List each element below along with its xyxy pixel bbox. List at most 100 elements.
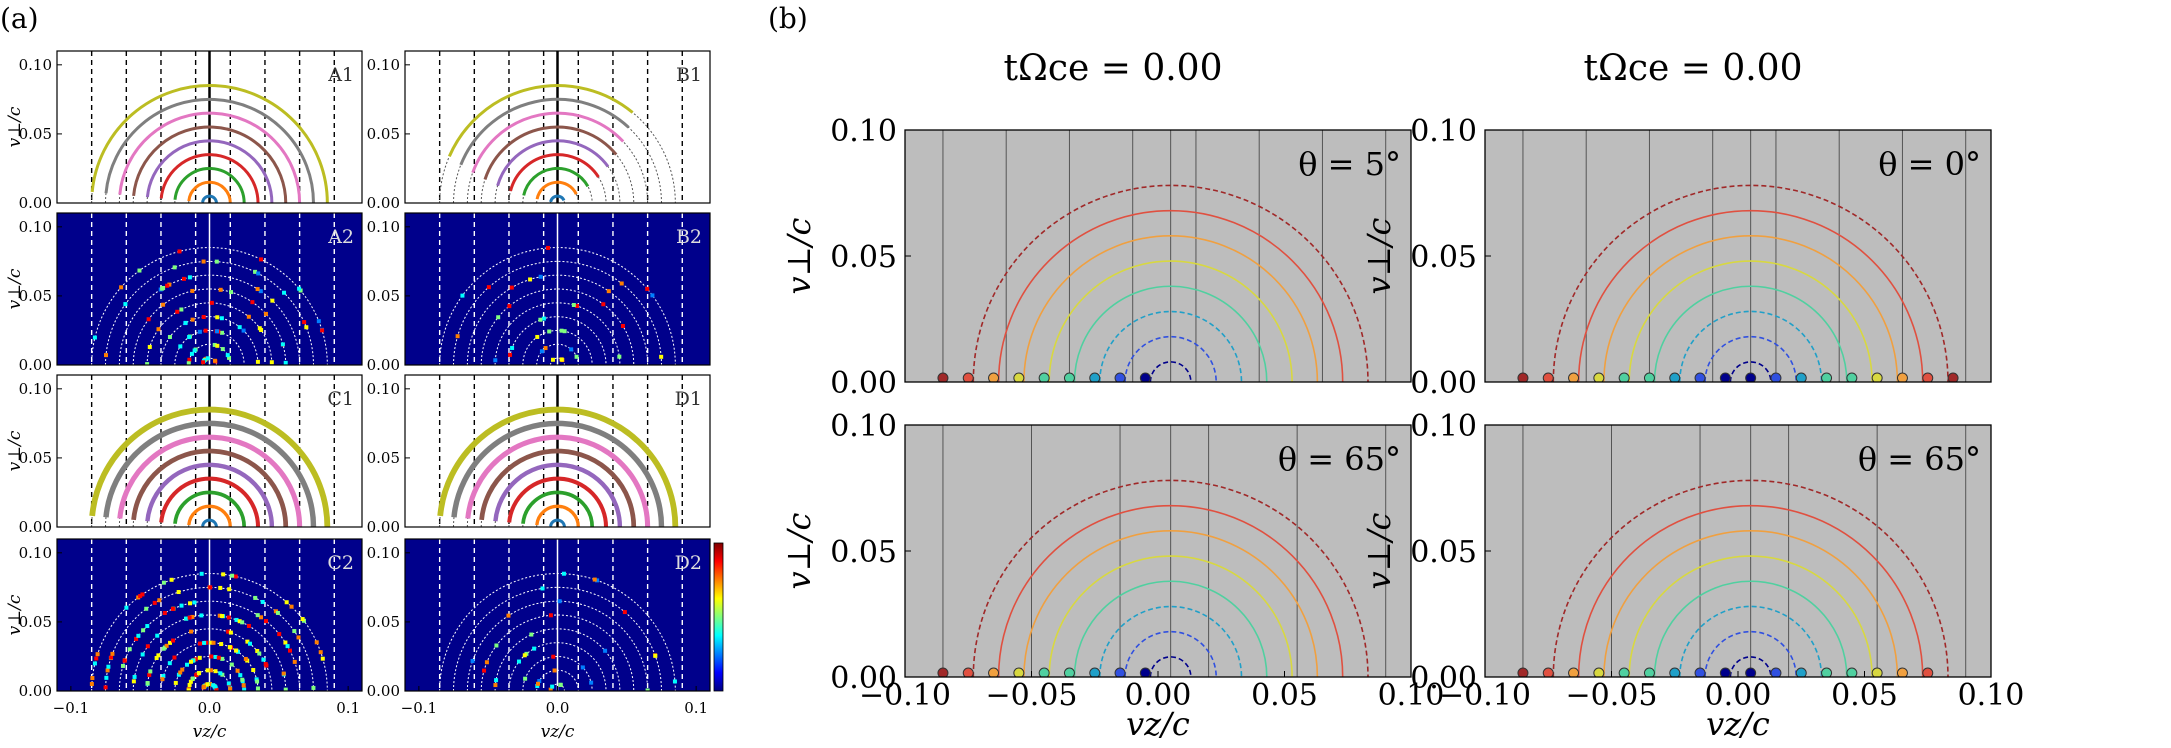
heat-point xyxy=(209,300,214,305)
heat-point xyxy=(536,681,541,686)
velocity-ring xyxy=(1124,630,1217,677)
heat-point xyxy=(283,687,288,691)
particle-dot xyxy=(1114,372,1126,382)
heat-point xyxy=(187,682,192,687)
x-tick-label: 0.05 xyxy=(1831,678,1898,713)
x-tick-label: −0.1 xyxy=(53,699,89,717)
heat-point xyxy=(167,334,172,339)
particle-dot xyxy=(1896,667,1908,677)
heat-point xyxy=(546,245,551,250)
data-ring xyxy=(522,166,590,196)
panel-id-label: D2 xyxy=(675,552,702,574)
panel-id-label: C2 xyxy=(327,552,354,574)
heat-point xyxy=(243,656,248,661)
heat-point xyxy=(189,629,194,634)
x-tick-label: 0.05 xyxy=(1251,678,1318,713)
plot-area xyxy=(90,51,335,203)
y-tick-label: 0.05 xyxy=(19,449,52,467)
heat-point xyxy=(147,672,152,677)
heat-point xyxy=(255,648,260,653)
heat-point xyxy=(218,585,223,590)
heat-point xyxy=(672,679,677,684)
particle-dot xyxy=(1517,372,1529,382)
y-tick-label: 0.10 xyxy=(19,380,52,398)
theta-label: θ = 5° xyxy=(1298,145,1401,183)
data-ring xyxy=(187,504,232,527)
heat-point xyxy=(161,302,166,307)
heat-point xyxy=(259,257,264,262)
heat-point xyxy=(218,671,223,676)
plot-area xyxy=(89,375,335,527)
panel-b2: θ = 0° 0.00 0.05 0.10 v⊥/c xyxy=(1360,114,1992,401)
heat-point xyxy=(179,307,184,312)
y-tick-label: 0.05 xyxy=(367,613,400,631)
heat-point xyxy=(592,577,597,582)
x-tick-label: −0.10 xyxy=(859,678,951,713)
data-ring xyxy=(507,476,609,527)
y-tick-label: 0.00 xyxy=(19,518,52,536)
heat-point xyxy=(145,644,150,649)
heat-point xyxy=(552,668,557,673)
heat-point xyxy=(184,616,189,621)
heat-point xyxy=(145,362,150,365)
heat-point xyxy=(507,304,512,309)
velocity-ring xyxy=(1653,580,1848,677)
heat-point xyxy=(645,688,650,691)
panel-id-label: B2 xyxy=(676,226,702,248)
x-tick-label: 0.10 xyxy=(1958,678,2025,713)
heat-point xyxy=(258,289,263,294)
velocity-ring xyxy=(1552,479,1949,677)
heat-point xyxy=(171,638,176,643)
heat-point xyxy=(300,617,305,622)
x-tick-label: 0.0 xyxy=(198,699,222,717)
heat-point xyxy=(287,648,292,653)
y-tick-label: 0.05 xyxy=(367,125,400,143)
heat-point xyxy=(220,672,225,677)
heat-point xyxy=(217,613,222,618)
guide-ring xyxy=(508,642,607,691)
heat-point xyxy=(160,677,165,682)
data-ring xyxy=(437,406,679,527)
heat-point xyxy=(124,605,129,610)
heat-point xyxy=(176,672,181,677)
heat-point xyxy=(242,687,247,691)
heat-point xyxy=(248,641,253,646)
heat-point xyxy=(320,656,325,661)
group-a: A1 0.00 0.05 0.10 v⊥/c B1 0.00 0.05 0.10 A2 0.00 0.… xyxy=(5,50,724,742)
heat-point xyxy=(281,671,286,676)
x-tick-label: −0.05 xyxy=(986,678,1078,713)
heat-point xyxy=(506,613,511,618)
data-ring xyxy=(535,180,578,200)
heat-point xyxy=(221,572,226,577)
heat-point xyxy=(532,646,537,651)
heat-point xyxy=(177,249,182,254)
panel-B1: B1 0.00 0.05 0.10 xyxy=(367,50,711,212)
heat-point xyxy=(172,655,177,660)
heat-point xyxy=(551,654,556,659)
heat-point xyxy=(188,601,193,606)
heat-point xyxy=(228,630,233,635)
heat-point xyxy=(540,586,545,591)
y-tick-label: 0.05 xyxy=(19,125,52,143)
heat-point xyxy=(559,357,564,362)
heat-point xyxy=(105,668,110,673)
y-tick-label: 0.00 xyxy=(19,194,52,212)
velocity-ring xyxy=(1149,361,1192,382)
guide-ring xyxy=(466,600,649,691)
guide-ring xyxy=(439,573,676,691)
particle-dot xyxy=(1089,667,1101,677)
heat-point xyxy=(110,651,115,656)
plot-frame xyxy=(56,212,363,366)
data-ring xyxy=(118,111,302,203)
x-tick-label: 0.10 xyxy=(1378,678,1445,713)
x-tick-label: −0.05 xyxy=(1566,678,1658,713)
heat-point xyxy=(205,682,210,687)
y-tick-label: 0.05 xyxy=(367,449,400,467)
heat-point xyxy=(314,640,319,645)
y-axis-label: v⊥/c xyxy=(5,594,25,635)
heat-point xyxy=(220,614,225,619)
y-tick-label: 0.10 xyxy=(19,218,52,236)
particle-dot xyxy=(1795,667,1807,677)
heat-point xyxy=(215,343,220,348)
